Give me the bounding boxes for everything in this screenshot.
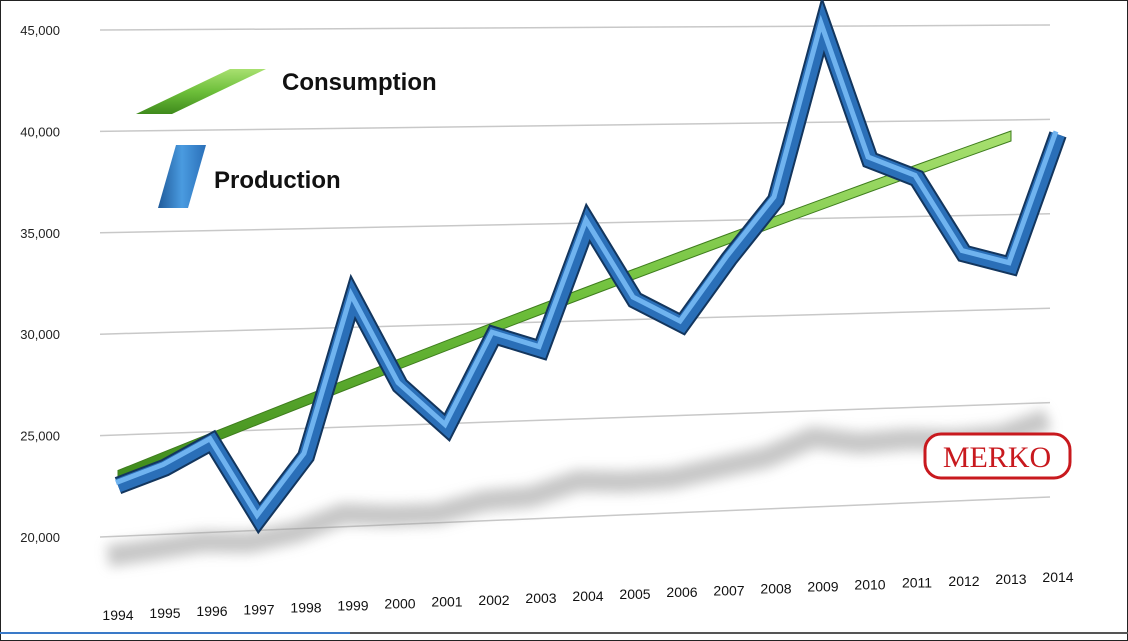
y-tick-label: 20,000 — [20, 530, 60, 545]
legend-consumption-swatch — [136, 69, 266, 114]
x-tick-label: 1997 — [243, 601, 274, 617]
x-tick-label: 2003 — [525, 590, 556, 606]
merko-logo: MERKO — [923, 432, 1072, 480]
y-tick-label: 40,000 — [20, 124, 60, 139]
shadow-layer — [106, 408, 1052, 567]
x-tick-label: 2000 — [384, 596, 415, 612]
x-tick-label: 1996 — [196, 603, 227, 619]
y-tick-label: 25,000 — [20, 429, 60, 444]
x-tick-label: 2014 — [1042, 569, 1073, 585]
x-tick-label: 2012 — [948, 573, 979, 589]
production-shadow — [106, 408, 1052, 567]
y-tick-label: 30,000 — [20, 327, 60, 342]
bottom-rule — [0, 632, 1128, 634]
x-tick-label: 2008 — [760, 580, 791, 596]
x-tick-label: 2011 — [902, 575, 932, 591]
y-tick-label: 45,000 — [20, 23, 60, 38]
x-tick-label: 2004 — [572, 588, 603, 604]
x-tick-label: 2009 — [807, 579, 838, 595]
gridline-25,000 — [99, 401, 1051, 437]
logo-border — [923, 432, 1072, 480]
x-tick-label: 2007 — [713, 582, 744, 598]
x-tick-label: 2005 — [619, 586, 650, 602]
legend-production-label: Production — [214, 167, 341, 194]
legend-production-swatch — [158, 145, 206, 208]
gridline-40,000 — [99, 118, 1051, 133]
x-tick-label: 2001 — [431, 594, 462, 610]
x-tick-label: 1995 — [149, 605, 180, 621]
x-tick-label: 1994 — [102, 607, 133, 623]
gridline-30,000 — [99, 307, 1051, 335]
legend: Consumption Production — [136, 69, 437, 208]
legend-consumption-label: Consumption — [282, 69, 437, 96]
production-series — [114, 0, 1067, 535]
x-tick-label: 2006 — [666, 584, 697, 600]
logo-text: MERKO — [943, 441, 1051, 474]
x-tick-label: 2010 — [854, 577, 885, 593]
x-axis: 1994 1995 1996 1997 1998 1999 2000 2001 2002 2003… — [102, 569, 1073, 623]
gridline-35,000 — [99, 213, 1051, 234]
y-axis: 20,000 25,000 30,000 35,000 40,000 45,000 — [20, 23, 60, 545]
x-tick-label: 1999 — [337, 598, 368, 614]
x-tick-label: 2002 — [478, 592, 509, 608]
x-tick-label: 2013 — [995, 571, 1026, 587]
grid-layer — [99, 24, 1051, 538]
gridline-45,000 — [99, 24, 1051, 31]
production-ribbon-highlight — [115, 14, 1059, 520]
bottom-accent — [0, 632, 350, 634]
y-tick-label: 35,000 — [20, 226, 60, 241]
x-tick-label: 1998 — [290, 599, 321, 615]
